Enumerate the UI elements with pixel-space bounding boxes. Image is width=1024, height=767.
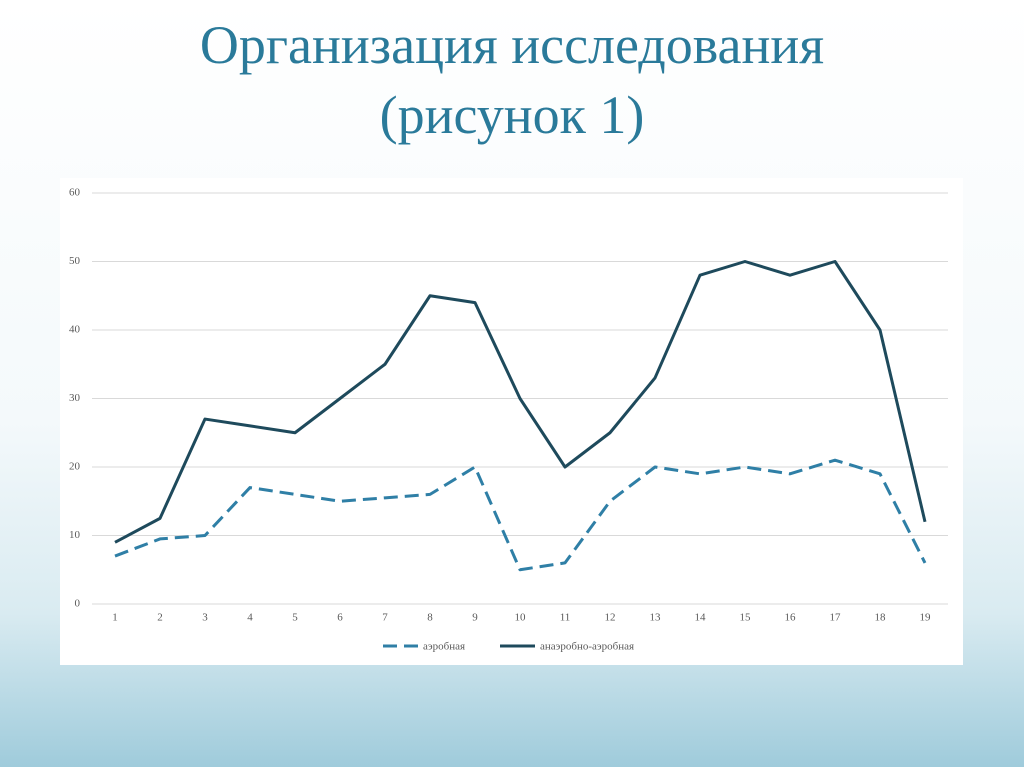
series-line <box>114 458 927 572</box>
legend-label: анаэробно-аэробная <box>540 641 634 653</box>
x-tick-label: 2 <box>157 612 163 624</box>
slide-title: Организация исследования (рисунок 1) <box>199 15 825 145</box>
chart-area <box>60 178 963 665</box>
y-tick-label: 0 <box>75 598 81 610</box>
legend-label: аэробная <box>423 641 465 653</box>
x-tick-label: 18 <box>875 612 887 624</box>
x-tick-label: 15 <box>740 612 752 624</box>
x-tick-label: 13 <box>650 612 662 624</box>
x-tick-label: 5 <box>292 612 298 624</box>
x-tick-label: 17 <box>830 612 842 624</box>
series-line <box>114 260 927 544</box>
x-tick-label: 16 <box>785 612 797 624</box>
x-tick-label: 11 <box>560 612 571 624</box>
x-tick-label: 12 <box>605 612 616 624</box>
x-tick-label: 7 <box>382 612 388 624</box>
x-tick-label: 3 <box>202 612 208 624</box>
y-tick-label: 50 <box>69 255 81 267</box>
y-tick-label: 20 <box>69 461 81 473</box>
x-tick-label: 19 <box>920 612 932 624</box>
y-tick-label: 10 <box>69 529 81 541</box>
y-tick-label: 30 <box>69 392 81 404</box>
x-tick-label: 10 <box>515 612 527 624</box>
x-tick-label: 14 <box>695 612 707 624</box>
x-tick-label: 4 <box>247 612 253 624</box>
y-tick-label: 40 <box>69 324 81 336</box>
x-tick-label: 9 <box>472 612 478 624</box>
x-tick-label: 1 <box>112 612 118 624</box>
x-tick-label: 8 <box>427 612 433 624</box>
y-tick-label: 60 <box>69 187 81 199</box>
x-tick-label: 6 <box>337 612 343 624</box>
